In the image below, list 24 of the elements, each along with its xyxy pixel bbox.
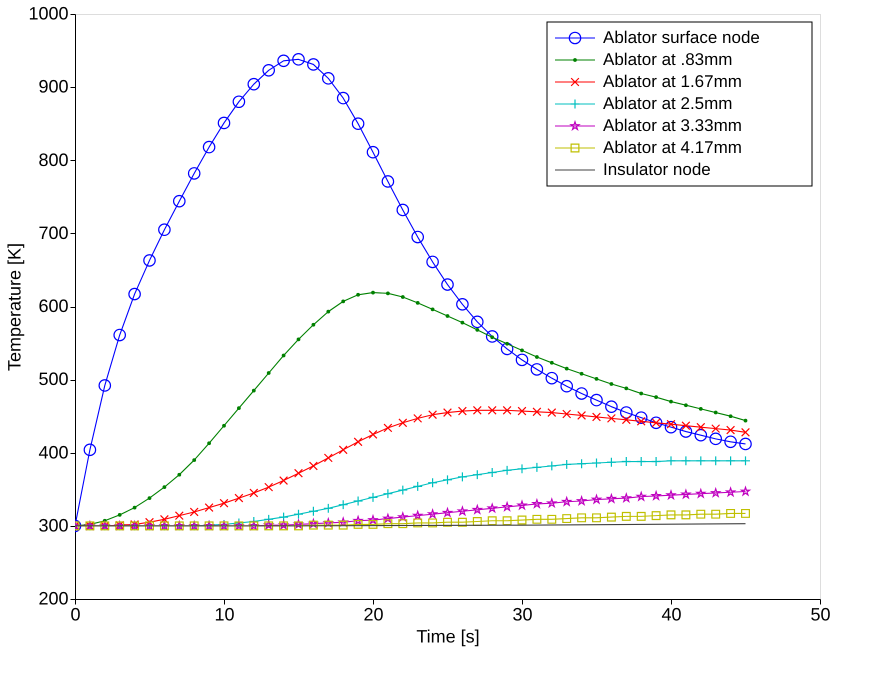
- y-tick-label: 1000: [28, 4, 68, 24]
- y-tick-label: 800: [38, 150, 68, 170]
- x-tick-label: 20: [363, 604, 384, 624]
- x-tick-label: 10: [214, 604, 235, 624]
- legend-label: Ablator at 1.67mm: [603, 72, 742, 91]
- legend-label: Insulator node: [603, 160, 711, 179]
- y-tick-label: 200: [38, 588, 68, 608]
- y-tick-label: 700: [38, 222, 68, 243]
- x-axis-title: Time [s]: [416, 626, 480, 646]
- x-tick-label: 0: [70, 604, 81, 624]
- y-tick-label: 400: [38, 442, 68, 462]
- y-tick-label: 900: [38, 76, 68, 97]
- y-tick-label: 600: [38, 296, 68, 316]
- x-tick-label: 40: [661, 604, 682, 624]
- legend-label: Ablator at 2.5mm: [603, 94, 732, 113]
- x-tick-label: 50: [810, 604, 831, 624]
- legend-label: Ablator at 4.17mm: [603, 138, 742, 157]
- legend-label: Ablator surface node: [603, 28, 760, 47]
- y-tick-label: 300: [38, 515, 68, 536]
- x-tick-label: 30: [512, 604, 533, 624]
- y-axis-title: Temperature [K]: [4, 242, 24, 372]
- y-tick-label: 500: [38, 369, 68, 390]
- legend-label: Ablator at .83mm: [603, 50, 732, 69]
- legend-label: Ablator at 3.33mm: [603, 116, 742, 135]
